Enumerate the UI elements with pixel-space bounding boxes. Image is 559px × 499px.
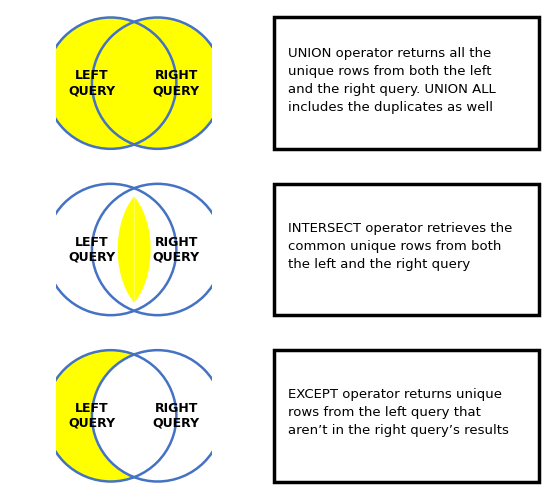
Text: INTERSECT operator retrieves the
common unique rows from both
the left and the r: INTERSECT operator retrieves the common … bbox=[288, 222, 512, 271]
Text: RIGHT
QUERY: RIGHT QUERY bbox=[153, 236, 200, 263]
Text: RIGHT
QUERY: RIGHT QUERY bbox=[153, 69, 200, 97]
Text: LEFT
QUERY: LEFT QUERY bbox=[68, 236, 116, 263]
Circle shape bbox=[45, 17, 177, 149]
FancyBboxPatch shape bbox=[274, 17, 539, 149]
Circle shape bbox=[92, 350, 223, 482]
FancyBboxPatch shape bbox=[274, 184, 539, 315]
Text: UNION operator returns all the
unique rows from both the left
and the right quer: UNION operator returns all the unique ro… bbox=[288, 47, 496, 114]
Text: LEFT
QUERY: LEFT QUERY bbox=[68, 69, 116, 97]
Circle shape bbox=[92, 184, 223, 315]
Circle shape bbox=[45, 350, 177, 482]
Circle shape bbox=[45, 184, 177, 315]
Polygon shape bbox=[118, 196, 150, 303]
Circle shape bbox=[92, 17, 223, 149]
Text: EXCEPT operator returns unique
rows from the left query that
aren’t in the right: EXCEPT operator returns unique rows from… bbox=[288, 388, 509, 438]
Text: LEFT
QUERY: LEFT QUERY bbox=[68, 402, 116, 430]
Text: RIGHT
QUERY: RIGHT QUERY bbox=[153, 402, 200, 430]
FancyBboxPatch shape bbox=[274, 350, 539, 482]
